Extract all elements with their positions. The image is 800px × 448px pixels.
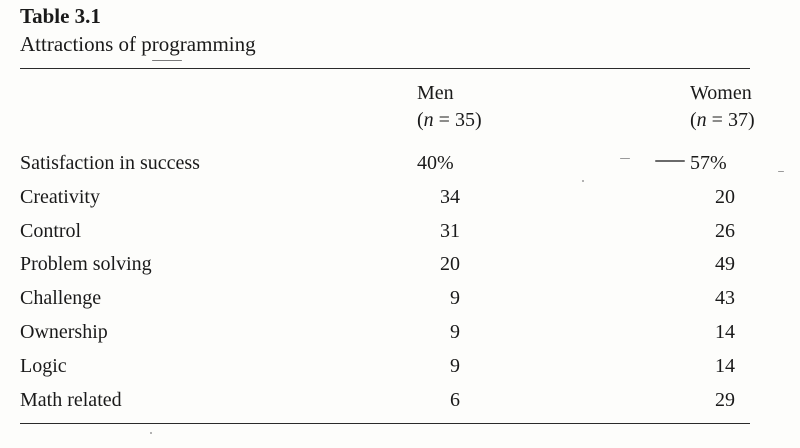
table-row: Satisfaction in success 40% 57%: [0, 148, 800, 182]
pen-mark: [152, 60, 182, 61]
women-value: 14: [715, 320, 735, 343]
table-row: Control 31 26: [0, 216, 800, 250]
men-value: 20: [440, 253, 460, 276]
table-row: Problem solving 20 49: [0, 249, 800, 283]
men-value: 31: [440, 219, 460, 242]
bottom-rule: [20, 423, 750, 424]
women-value: 43: [715, 287, 735, 310]
table-row: Math related 6 29: [0, 385, 800, 419]
women-value: 49: [715, 253, 735, 276]
pen-mark: [655, 160, 685, 162]
row-label: Logic: [20, 354, 67, 377]
men-value: 40%: [417, 152, 454, 174]
row-label: Satisfaction in success: [20, 152, 200, 174]
table-row: Creativity 34 20: [0, 182, 800, 216]
men-value: 6: [450, 388, 460, 411]
pen-mark: [620, 158, 630, 159]
column-header-men-name: Men: [417, 82, 454, 104]
row-label: Ownership: [20, 320, 108, 343]
men-value: 34: [440, 185, 460, 208]
table-caption: Attractions of programming: [20, 32, 256, 56]
table-row: Ownership 9 14: [0, 317, 800, 351]
women-value: 14: [715, 354, 735, 377]
men-value: 9: [450, 354, 460, 377]
column-header-men: Men (n = 35): [417, 80, 482, 134]
women-value: 29: [715, 388, 735, 411]
column-header-women: Women (n = 37): [690, 80, 755, 134]
men-value: 9: [450, 287, 460, 310]
men-value: 9: [450, 320, 460, 343]
pen-mark: [150, 432, 152, 434]
row-label: Math related: [20, 388, 122, 411]
women-value: 57%: [690, 152, 727, 174]
row-label: Creativity: [20, 185, 100, 208]
women-value: 20: [715, 185, 735, 208]
row-label: Control: [20, 219, 82, 242]
column-header-men-n: (n = 35): [417, 109, 482, 131]
row-label: Problem solving: [20, 253, 152, 276]
table-row: Challenge 9 43: [0, 283, 800, 317]
top-rule: [20, 68, 750, 69]
column-header-women-n: (n = 37): [690, 109, 755, 131]
pen-mark: [582, 180, 584, 182]
women-value: 26: [715, 219, 735, 242]
table-body: Satisfaction in success 40% 57% Creativi…: [0, 148, 800, 418]
pen-mark: [778, 171, 784, 172]
table-row: Logic 9 14: [0, 351, 800, 385]
row-label: Challenge: [20, 287, 102, 310]
column-header-women-name: Women: [690, 82, 752, 104]
table-number: Table 3.1: [20, 4, 101, 28]
